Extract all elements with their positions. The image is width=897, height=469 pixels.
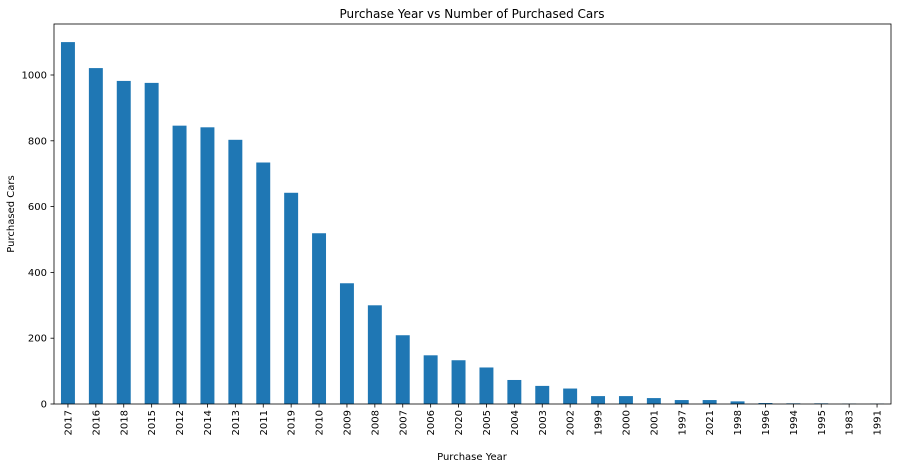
bar-2018 [116,80,131,405]
bar-2021 [702,400,717,404]
y-axis-label: Purchased Cars [6,175,17,252]
bar-2015 [144,82,159,404]
x-tick-label: 2021 [705,410,716,435]
bar-2003 [535,385,550,404]
y-tick-label: 400 [28,268,47,279]
bar-1997 [674,400,689,404]
x-tick-label: 2007 [398,410,409,435]
plot-frame [53,23,892,405]
x-tick-label: 2004 [510,410,521,435]
bar-2013 [228,139,243,404]
bar-1998 [730,401,745,404]
x-tick-label: 1997 [677,410,688,435]
bar-2001 [646,398,661,404]
bars-group [60,42,885,405]
x-tick-label: 2011 [259,410,270,435]
y-tick-label: 600 [28,202,47,213]
bar-2002 [563,388,578,404]
bar-2014 [200,127,215,404]
bar-1999 [591,396,606,404]
x-tick-label: 1994 [789,410,800,435]
x-tick-label: 1998 [733,410,744,435]
bar-2016 [88,68,103,404]
x-tick-label: 1995 [817,410,828,435]
bar-2000 [618,396,633,404]
x-tick-label: 2016 [91,410,102,435]
y-tick-label: 800 [28,136,47,147]
x-tick-label: 1999 [594,410,605,435]
bar-2004 [507,379,522,404]
chart-title: Purchase Year vs Number of Purchased Car… [340,7,605,21]
bar-2007 [395,335,410,404]
y-tick-label: 0 [41,400,47,411]
bar-2012 [172,125,187,404]
bar-1996 [758,403,773,404]
x-tick-label: 1983 [845,410,856,435]
x-tick-label: 2010 [315,410,326,435]
x-tick-label: 2006 [426,410,437,435]
x-tick-label: 2020 [454,410,465,435]
bar-2017 [60,42,75,404]
bar-2005 [479,367,494,404]
x-tick-label: 2017 [63,410,74,435]
x-tick-label: 2002 [566,410,577,435]
x-tick-label: 2009 [342,410,353,435]
x-tick-label: 2013 [231,410,242,435]
bar-2011 [256,162,271,404]
x-tick-label: 2014 [203,410,214,435]
x-tick-label: 2015 [147,410,158,435]
y-tick-label: 1000 [22,70,47,81]
y-axis: 0 200 400 600 800 1000 [22,70,54,411]
x-tick-label: 2003 [538,410,549,435]
x-tick-label: 2019 [287,410,298,435]
x-tick-label: 2008 [370,410,381,435]
bar-2020 [451,360,466,404]
x-tick-label: 2000 [621,410,632,435]
x-tick-label: 2005 [482,410,493,435]
x-tick-label: 1996 [761,410,772,435]
bar-2010 [312,233,327,404]
bar-2006 [423,355,438,404]
bar-2008 [367,305,382,404]
x-tick-label: 2001 [649,410,660,435]
bar-2009 [339,283,354,404]
y-tick-label: 200 [28,334,47,345]
x-tick-label: 1991 [873,410,884,435]
x-tick-label: 2012 [175,410,186,435]
bar-2019 [284,192,299,404]
x-axis-label: Purchase Year [437,452,508,463]
x-axis: 2017 2016 2018 2015 2012 2014 2013 2011 2019 2010… [63,404,884,435]
x-tick-label: 2018 [119,410,130,435]
